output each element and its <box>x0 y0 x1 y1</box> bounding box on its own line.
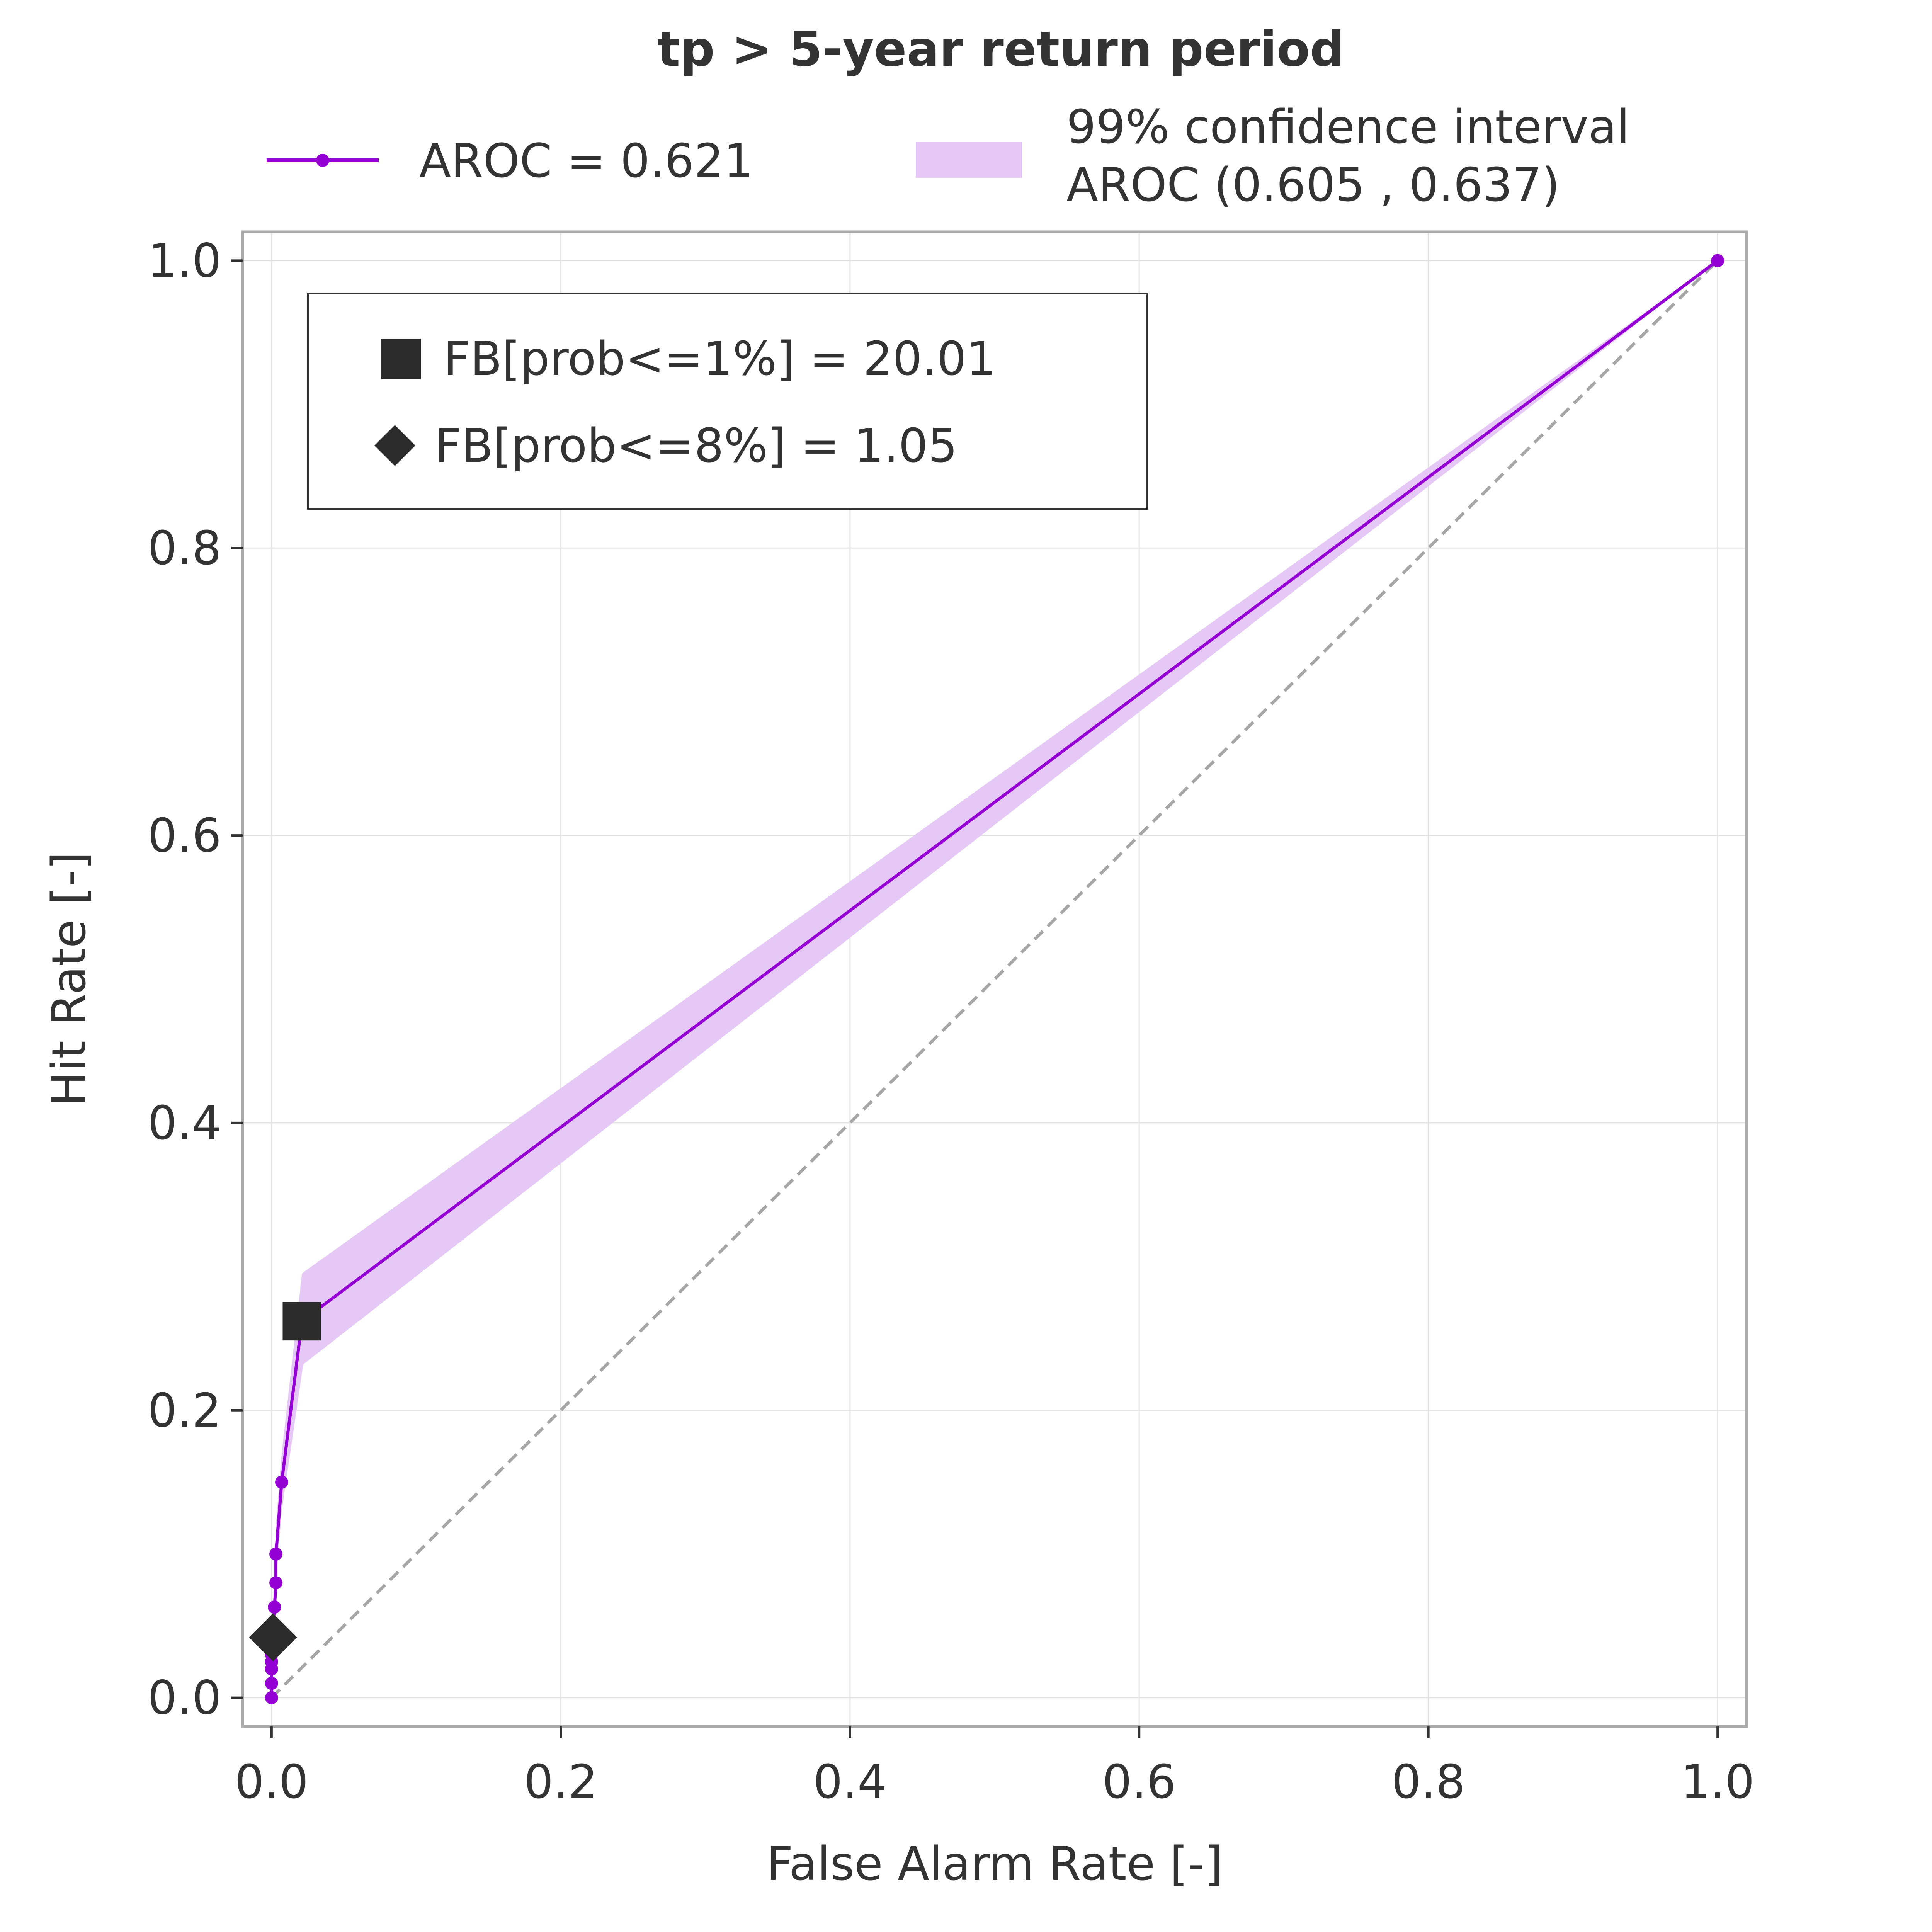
marker-layer <box>249 1302 321 1662</box>
fb-diamond-marker <box>249 1613 297 1662</box>
x-tick-label-4: 0.8 <box>1391 1755 1465 1809</box>
y-axis-label: Hit Rate [-] <box>43 852 96 1106</box>
series-point-13 <box>1711 254 1725 267</box>
y-tick-label-3: 0.6 <box>148 809 221 863</box>
series-point-11 <box>275 1475 289 1489</box>
diamond-marker-icon <box>374 425 415 466</box>
x-axis-label: False Alarm Rate [-] <box>767 1837 1223 1891</box>
square-marker-icon <box>381 339 421 379</box>
legend-band-label-2: AROC (0.605 , 0.637) <box>1066 158 1560 212</box>
marker-legend: FB[prob<=1%] = 20.01 FB[prob<=8%] = 1.05 <box>307 293 1148 510</box>
series-point-1 <box>265 1677 278 1690</box>
y-tick-label-1: 0.2 <box>148 1384 221 1438</box>
series-point-0 <box>265 1691 278 1704</box>
y-tick-label-0: 0.0 <box>148 1672 221 1725</box>
top-legend: AROC = 0.621 99% confidence interval ARO… <box>267 100 1629 212</box>
fb-square-marker <box>282 1302 321 1341</box>
plot-frame <box>241 230 1748 1728</box>
legend-line-marker <box>316 154 329 167</box>
reference-line-layer <box>270 259 1719 1699</box>
y-tick-label-5: 1.0 <box>148 234 221 288</box>
x-tick-label-2: 0.4 <box>813 1755 887 1809</box>
x-tick-label-1: 0.2 <box>524 1755 598 1809</box>
legend-band-swatch <box>916 142 1022 178</box>
reference-diagonal-line <box>270 259 1719 1699</box>
series-point-10 <box>269 1547 283 1561</box>
x-axis-ticks: 0.0 0.2 0.4 0.6 0.8 1.0 <box>235 1726 1755 1809</box>
legend-series-label: AROC = 0.621 <box>419 134 753 188</box>
y-axis-ticks: 0.0 0.2 0.4 0.6 0.8 1.0 <box>148 234 243 1725</box>
x-tick-label-0: 0.0 <box>235 1755 308 1809</box>
y-tick-label-4: 0.8 <box>148 522 221 575</box>
series-point-9 <box>269 1576 283 1590</box>
marker-legend-label-diamond: FB[prob<=8%] = 1.05 <box>435 419 957 473</box>
chart-title: tp > 5-year return period <box>657 21 1344 77</box>
marker-legend-label-square: FB[prob<=1%] = 20.01 <box>444 332 996 386</box>
marker-legend-box <box>307 293 1148 510</box>
y-tick-label-2: 0.4 <box>148 1097 221 1150</box>
legend-band-label-1: 99% confidence interval <box>1066 100 1629 154</box>
x-tick-label-3: 0.6 <box>1102 1755 1176 1809</box>
x-tick-label-5: 1.0 <box>1681 1755 1755 1809</box>
series-point-8 <box>268 1600 281 1614</box>
